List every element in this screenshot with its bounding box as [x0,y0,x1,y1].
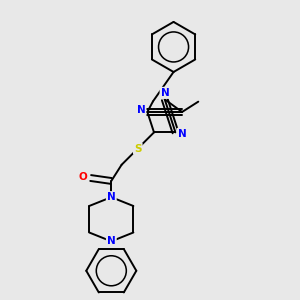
Text: N: N [178,129,186,139]
Text: N: N [107,192,116,202]
Text: N: N [136,106,145,116]
Text: N: N [107,236,116,246]
Text: S: S [134,144,142,154]
Text: N: N [160,88,169,98]
Text: O: O [79,172,88,182]
